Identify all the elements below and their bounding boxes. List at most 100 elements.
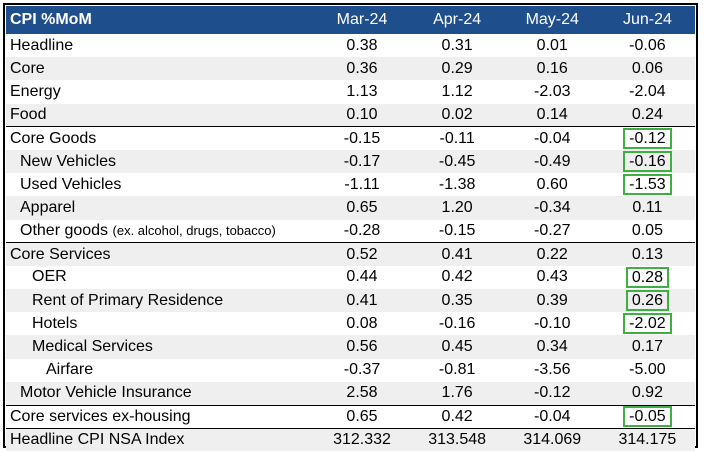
row-label: Headline CPI NSA Index (6, 427, 315, 452)
table-cell: 1.12 (441, 82, 473, 100)
table-cell: -1.11 (344, 175, 380, 193)
table-cell: -0.16 (600, 150, 695, 173)
row-label-text: New Vehicles (20, 152, 117, 170)
row-label-text: Medical Services (32, 338, 153, 356)
row-label-text: Rent of Primary Residence (32, 291, 224, 309)
table-cell: -0.17 (343, 152, 381, 170)
row-label-text: Core Services (10, 245, 111, 263)
table-cell: -0.05 (599, 404, 695, 429)
table-row: Medical Services 0.56 0.45 0.34 0.17 (6, 335, 695, 359)
row-label: Core (6, 57, 314, 80)
table-cell: 0.34 (536, 338, 568, 356)
table-cell: 0.28 (600, 266, 695, 289)
table-row: Rent of Primary Residence 0.41 0.35 0.39 0.2… (6, 289, 695, 313)
row-label-text: Headline CPI NSA Index (10, 431, 185, 449)
row-label-text: Used Vehicles (20, 175, 122, 193)
table-cell: -0.27 (534, 221, 571, 239)
table-cell: -2.02 (600, 312, 695, 335)
row-label: Airfare (6, 359, 314, 382)
table-row: Apparel 0.65 1.20 -0.34 0.11 (6, 196, 695, 220)
cpi-table-frame: CPI %MoM Mar-24 Apr-24 May-24 Jun-24 Hea… (3, 3, 698, 452)
table-cell: 0.52 (314, 242, 410, 266)
table-title: CPI %MoM (10, 11, 92, 28)
table-row: Airfare -0.37 -0.81 -3.56 -5.00 (6, 359, 695, 382)
table-row: Core Goods -0.15 -0.11 -0.04 -0.12 (6, 126, 695, 150)
table-cell: -0.15 (314, 126, 410, 150)
table-cell: 0.13 (599, 242, 695, 266)
table-row: Other goods (ex. alcohol, drugs, tobacco… (6, 220, 695, 243)
table-cell: -0.16 (438, 314, 476, 332)
highlighted-value: -0.16 (623, 151, 672, 173)
table-cell: -2.04 (629, 82, 666, 100)
table-cell: 0.14 (536, 105, 568, 123)
row-label: New Vehicles (6, 150, 314, 173)
table-cell: 0.08 (346, 314, 378, 332)
row-label-text: Other goods (20, 221, 109, 239)
table-cell: 0.05 (631, 221, 663, 239)
table-cell: 0.16 (536, 59, 568, 77)
table-cell: 0.17 (631, 338, 663, 356)
table-row: Motor Vehicle Insurance 2.58 1.76 -0.12 0.92 (6, 381, 695, 405)
table-cell: 0.06 (631, 59, 663, 77)
row-label: Headline (6, 34, 314, 57)
table-cell: -0.15 (438, 221, 476, 239)
row-label-text: Core Goods (10, 129, 97, 147)
table-cell: 1.20 (441, 198, 473, 216)
table-row: Core services ex-housing 0.65 0.42 -0.04 -0.… (6, 404, 695, 429)
table-cell: 0.35 (441, 291, 473, 309)
row-label-text: Airfare (46, 361, 94, 379)
table-row: Used Vehicles -1.11 -1.38 0.60 -1.53 (6, 173, 695, 196)
row-label-text: Food (10, 105, 47, 123)
column-header: May-24 (525, 11, 579, 28)
table-cell: 312.332 (314, 427, 410, 452)
table-cell: 0.10 (346, 105, 378, 123)
table-cell: 0.45 (441, 338, 473, 356)
row-label: Core services ex-housing (6, 404, 315, 429)
row-label-note: (ex. alcohol, drugs, tobacco) (112, 222, 276, 238)
table-cell: 0.41 (346, 291, 378, 309)
table-cell: 0.24 (631, 105, 663, 123)
row-label: Core Services (6, 242, 315, 266)
table-row: Headline 0.38 0.31 0.01 -0.06 (6, 34, 695, 57)
table-cell: -1.38 (438, 175, 476, 193)
row-label: Hotels (6, 312, 314, 335)
table-cell: 0.44 (346, 268, 378, 286)
highlighted-value: -2.02 (623, 313, 672, 335)
table-row: New Vehicles -0.17 -0.45 -0.49 -0.16 (6, 149, 695, 174)
table-cell: -1.53 (600, 173, 695, 196)
table-cell: -0.49 (534, 152, 571, 170)
table-cell: 0.56 (346, 338, 378, 356)
table-row: Headline CPI NSA Index 312.332 313.548 314.… (6, 427, 695, 452)
table-row: Energy 1.13 1.12 -2.03 -2.04 (6, 80, 695, 103)
table-row: Food 0.10 0.02 0.14 0.24 (6, 103, 695, 127)
table-cell: 0.41 (409, 242, 505, 266)
table-cell: 0.65 (346, 198, 378, 216)
table-cell: -0.11 (409, 126, 505, 150)
column-header: Mar-24 (336, 11, 388, 28)
table-cell: 1.13 (346, 82, 378, 100)
highlighted-value: -1.53 (623, 174, 672, 196)
table-cell: 0.65 (314, 404, 410, 429)
row-label: Rent of Primary Residence (6, 289, 314, 312)
column-header: Apr-24 (433, 11, 482, 28)
table-cell: -0.34 (534, 198, 571, 216)
table-cell: -0.12 (534, 384, 571, 402)
table-cell: 0.02 (441, 105, 473, 123)
table-cell: 313.548 (409, 427, 505, 452)
row-label: Other goods (ex. alcohol, drugs, tobacco… (6, 220, 314, 243)
row-label: Apparel (6, 196, 314, 219)
table-row: Core 0.36 0.29 0.16 0.06 (6, 57, 695, 81)
highlighted-value: 0.28 (625, 266, 669, 288)
table-cell: 0.01 (536, 36, 568, 54)
row-label: Energy (6, 80, 314, 103)
table-cell: -0.45 (438, 152, 476, 170)
column-header: Jun-24 (622, 11, 672, 28)
table-cell: 0.29 (441, 59, 473, 77)
table-cell: 314.175 (599, 427, 695, 452)
table-header-row: CPI %MoM Mar-24 Apr-24 May-24 Jun-24 (6, 6, 695, 34)
table-cell: 0.43 (536, 268, 568, 286)
row-label-text: Core (10, 59, 45, 77)
highlighted-value: 0.26 (625, 290, 669, 312)
table-cell: 2.58 (346, 384, 378, 402)
row-label: OER (6, 266, 314, 289)
